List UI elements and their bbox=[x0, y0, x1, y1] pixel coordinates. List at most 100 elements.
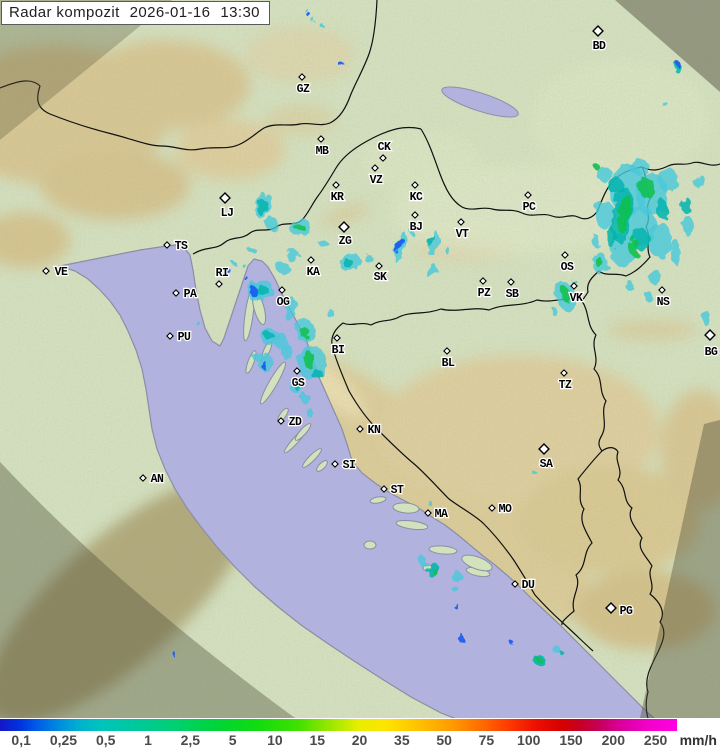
city-diamond-icon bbox=[524, 191, 532, 199]
city-label: BI bbox=[332, 344, 345, 357]
legend: 0,1 0,25 0,5 1 2,5 5 10 15 20 35 50 75 100 150 200 250 m… bbox=[0, 718, 720, 751]
city-VE: VE bbox=[42, 265, 70, 280]
legend-colorbar bbox=[0, 719, 677, 731]
city-diamond-icon bbox=[561, 251, 569, 259]
echo-blob bbox=[312, 368, 322, 380]
city-label: BD bbox=[593, 40, 606, 53]
city-label: OS bbox=[561, 261, 574, 274]
echo-blob bbox=[703, 310, 709, 326]
echo-blob bbox=[676, 61, 680, 67]
city-MB: MB bbox=[314, 135, 331, 159]
city-SI: SI bbox=[331, 458, 358, 473]
city-diamond-icon bbox=[163, 241, 171, 249]
border-alps bbox=[0, 0, 378, 151]
city-diamond-icon bbox=[375, 262, 383, 270]
legend-tick: 100 bbox=[517, 732, 541, 748]
legend-tick: 20 bbox=[351, 732, 368, 748]
echo-blob bbox=[293, 383, 299, 389]
city-label: PC bbox=[523, 201, 536, 214]
coverage-mask-topleft bbox=[0, 0, 172, 140]
city-label: KA bbox=[307, 266, 320, 279]
echo-blob bbox=[446, 247, 450, 255]
legend-tick: 2,5 bbox=[180, 732, 201, 748]
city-diamond-icon bbox=[42, 267, 50, 275]
echo-blob bbox=[233, 262, 237, 266]
city-label: VE bbox=[55, 266, 68, 279]
border-si-hr bbox=[192, 126, 422, 255]
city-label: RI bbox=[216, 267, 229, 280]
city-diamond-icon bbox=[293, 367, 301, 375]
legend-tick: 10 bbox=[267, 732, 283, 748]
city-BG: BG bbox=[703, 329, 720, 360]
city-VZ: VZ bbox=[368, 164, 385, 188]
echo-blob bbox=[452, 586, 458, 592]
city-diamond-icon bbox=[331, 460, 339, 468]
echo-blob bbox=[453, 602, 457, 608]
city-label: VK bbox=[570, 292, 583, 305]
echo-blob bbox=[364, 254, 372, 262]
city-diamond-icon bbox=[560, 369, 568, 377]
echo-blob bbox=[694, 175, 706, 189]
city-diamond-icon bbox=[411, 211, 419, 219]
city-label: BL bbox=[442, 357, 455, 370]
city-SB: SB bbox=[504, 278, 521, 302]
adriatic-sea bbox=[57, 244, 655, 718]
city-GS: GS bbox=[290, 367, 307, 391]
city-label: PG bbox=[620, 605, 633, 618]
echo-blob bbox=[645, 292, 653, 302]
city-diamond-icon bbox=[379, 154, 387, 162]
legend-tick: 5 bbox=[228, 732, 237, 748]
city-diamond-icon bbox=[511, 580, 519, 588]
echo-blob bbox=[510, 641, 514, 645]
echo-blob bbox=[671, 240, 681, 264]
city-CK: CK bbox=[376, 140, 393, 162]
city-diamond-icon bbox=[507, 278, 515, 286]
legend-tick: 200 bbox=[601, 732, 625, 748]
echo-blob bbox=[648, 222, 672, 258]
legend-tick: 0,5 bbox=[96, 732, 116, 748]
echo-blob bbox=[553, 646, 561, 654]
city-diamond-icon bbox=[338, 221, 350, 233]
city-label: AN bbox=[151, 473, 164, 486]
city-RI: RI bbox=[214, 266, 231, 288]
islands bbox=[243, 288, 493, 578]
echo-blob bbox=[283, 297, 297, 321]
city-KC: KC bbox=[408, 181, 425, 205]
city-diamond-icon bbox=[298, 73, 306, 81]
border-drina bbox=[581, 300, 607, 452]
city-diamond-icon bbox=[172, 289, 180, 297]
legend-tick: 150 bbox=[559, 732, 583, 748]
echo-blob bbox=[681, 197, 691, 213]
city-label: LJ bbox=[221, 207, 234, 220]
echo-blob bbox=[320, 24, 324, 28]
title-box: Radar kompozit 2026-01-16 13:30 bbox=[1, 1, 270, 25]
legend-unit: mm/h bbox=[679, 732, 717, 748]
echo-blob bbox=[595, 201, 615, 229]
legend-tick: 0,25 bbox=[49, 732, 78, 748]
echo-blob bbox=[639, 178, 655, 198]
legend-tick: 50 bbox=[436, 732, 452, 748]
city-NS: NS bbox=[655, 286, 672, 310]
echo-blob bbox=[560, 651, 564, 655]
product-date: 2026-01-16 bbox=[129, 4, 211, 21]
country-borders bbox=[0, 0, 720, 718]
city-diamond-icon bbox=[424, 509, 432, 517]
echo-blob bbox=[243, 265, 247, 269]
city-label: MA bbox=[435, 508, 448, 521]
echo-blob bbox=[459, 633, 463, 643]
city-diamond-icon bbox=[219, 192, 231, 204]
city-diamond-icon bbox=[704, 329, 716, 341]
city-diamond-icon bbox=[488, 504, 496, 512]
city-VK: VK bbox=[568, 282, 585, 306]
echo-blob bbox=[303, 352, 315, 368]
echo-blob bbox=[266, 217, 278, 231]
coverage-mask-northeast bbox=[615, 0, 720, 92]
echo-blob bbox=[311, 18, 315, 22]
city-PU: PU bbox=[166, 330, 193, 345]
echo-blob bbox=[595, 257, 603, 267]
echo-blob bbox=[244, 276, 248, 280]
legend-tick: 15 bbox=[309, 732, 326, 748]
legend-tick: 35 bbox=[394, 732, 410, 748]
city-diamond-icon bbox=[278, 286, 286, 294]
city-AN: AN bbox=[139, 472, 166, 487]
